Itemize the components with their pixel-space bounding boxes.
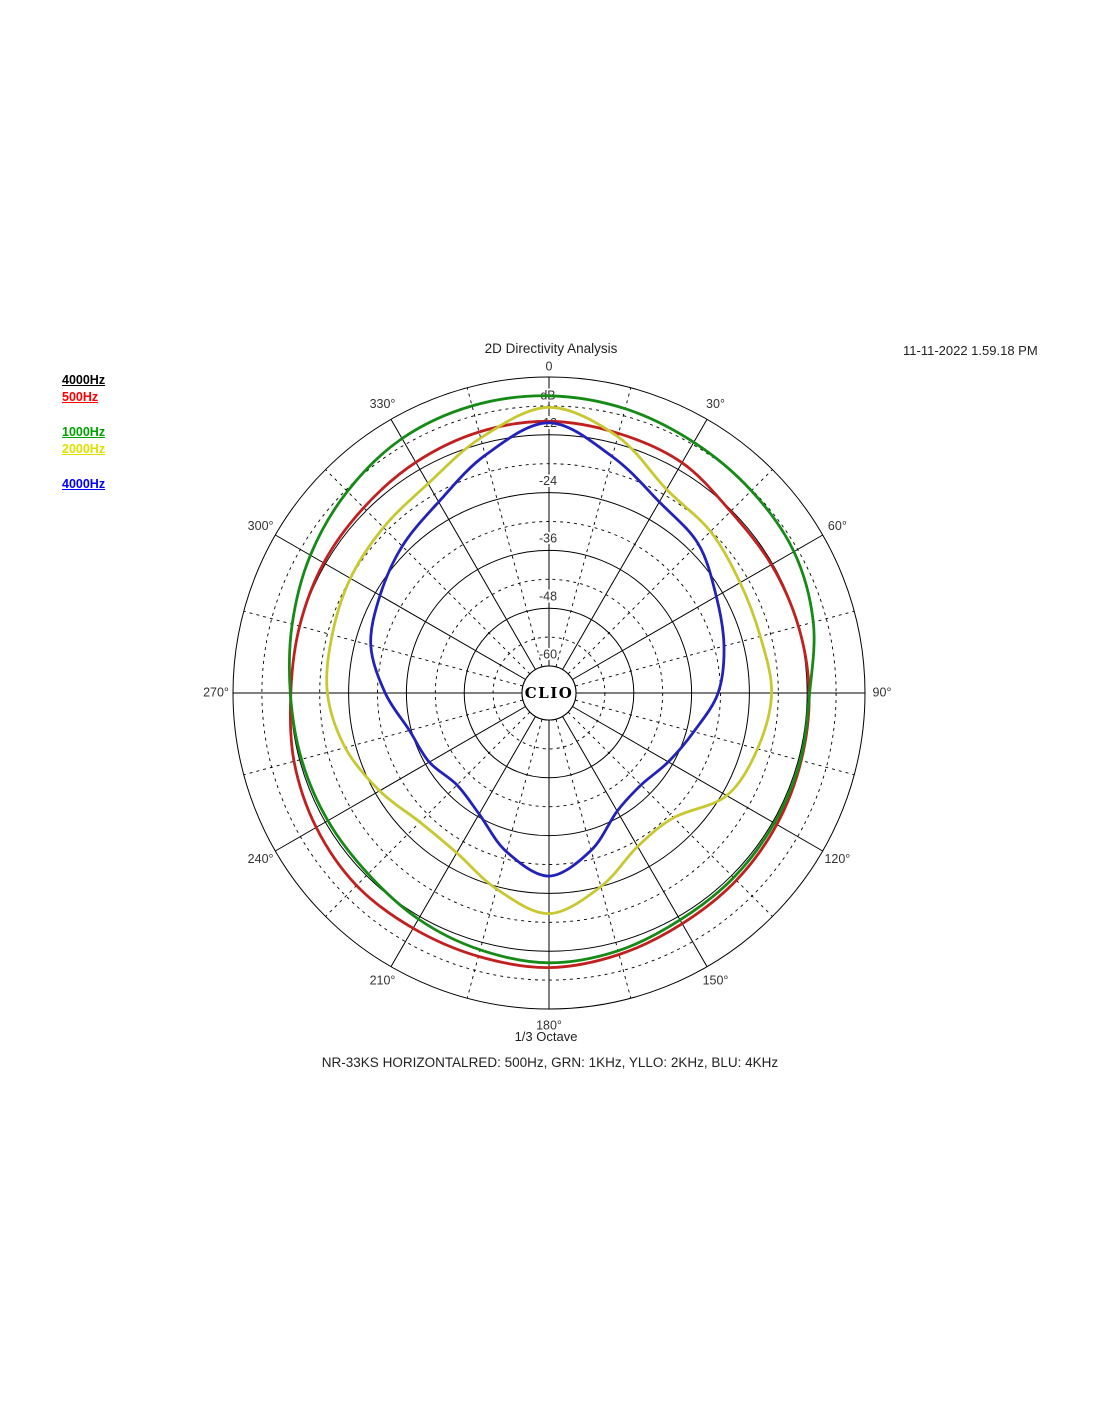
legend-item-4000hz: 4000Hz	[62, 477, 106, 491]
legend-item-2000hz: 2000Hz	[62, 442, 106, 456]
grid-spoke-dashed	[466, 718, 543, 999]
grid-spoke-solid	[562, 716, 708, 967]
legend: 4000Hz 500Hz 1000Hz 2000Hz 4000Hz	[62, 372, 105, 493]
angle-label-270: 270°	[203, 685, 229, 699]
grid-spoke-dashed	[243, 610, 524, 687]
grid-spoke-dashed	[243, 699, 524, 776]
grid-spoke-solid	[572, 534, 823, 680]
angle-label-60: 60°	[828, 519, 847, 533]
db-label-minus60: -60	[539, 647, 557, 661]
grid-spoke-solid	[562, 419, 708, 670]
grid-spoke-dashed	[574, 699, 855, 776]
grid-spoke-solid	[572, 706, 823, 852]
angle-label-120: 120°	[824, 852, 850, 866]
legend-spacer	[62, 458, 105, 476]
db-label-minus36: -36	[539, 532, 557, 546]
grid-spoke-dashed	[466, 387, 543, 668]
grid-spoke-dashed	[325, 469, 531, 675]
legend-item-4000hz: 4000Hz	[62, 373, 106, 387]
curve-2000hz	[325, 405, 774, 916]
legend-item-1000hz: 1000Hz	[62, 425, 106, 439]
angle-label-150: 150°	[703, 974, 729, 988]
grid-spoke-dashed	[574, 610, 855, 687]
db-label-minus24: -24	[539, 474, 557, 488]
angle-label-90: 90°	[873, 685, 892, 699]
angle-label-30: 30°	[706, 397, 725, 411]
angle-label-180: 180°	[536, 1018, 562, 1032]
curve-500hz	[288, 419, 811, 970]
grid-spoke-solid	[390, 716, 536, 967]
angle-label-0: 0	[546, 359, 553, 373]
angle-label-210: 210°	[370, 974, 396, 988]
curve-1000hz	[287, 394, 816, 965]
db-label-minus48: -48	[539, 589, 557, 603]
grid-spoke-dashed	[567, 469, 773, 675]
grid-spoke-solid	[390, 419, 536, 670]
grid-spoke-dashed	[555, 387, 632, 668]
legend-item-500hz: 500Hz	[62, 390, 99, 404]
clio-logo: CLIO	[525, 684, 574, 702]
angle-label-240: 240°	[248, 852, 274, 866]
grid-spoke-dashed	[325, 711, 531, 917]
angle-label-330: 330°	[370, 397, 396, 411]
angle-label-300: 300°	[248, 519, 274, 533]
measurement-caption: NR-33KS HORIZONTALRED: 500Hz, GRN: 1KHz,…	[321, 1055, 779, 1070]
grid-spoke-solid	[275, 534, 526, 680]
curve-4000hz	[369, 421, 726, 878]
chart-title: 2D Directivity Analysis	[484, 341, 618, 356]
bottom-axis-label: 1/3 Octave	[515, 1029, 578, 1044]
timestamp: 11-11-2022 1.59.18 PM	[903, 343, 1038, 358]
grid-spoke-dashed	[567, 711, 773, 917]
center-circle	[521, 665, 577, 721]
legend-spacer	[62, 406, 105, 424]
